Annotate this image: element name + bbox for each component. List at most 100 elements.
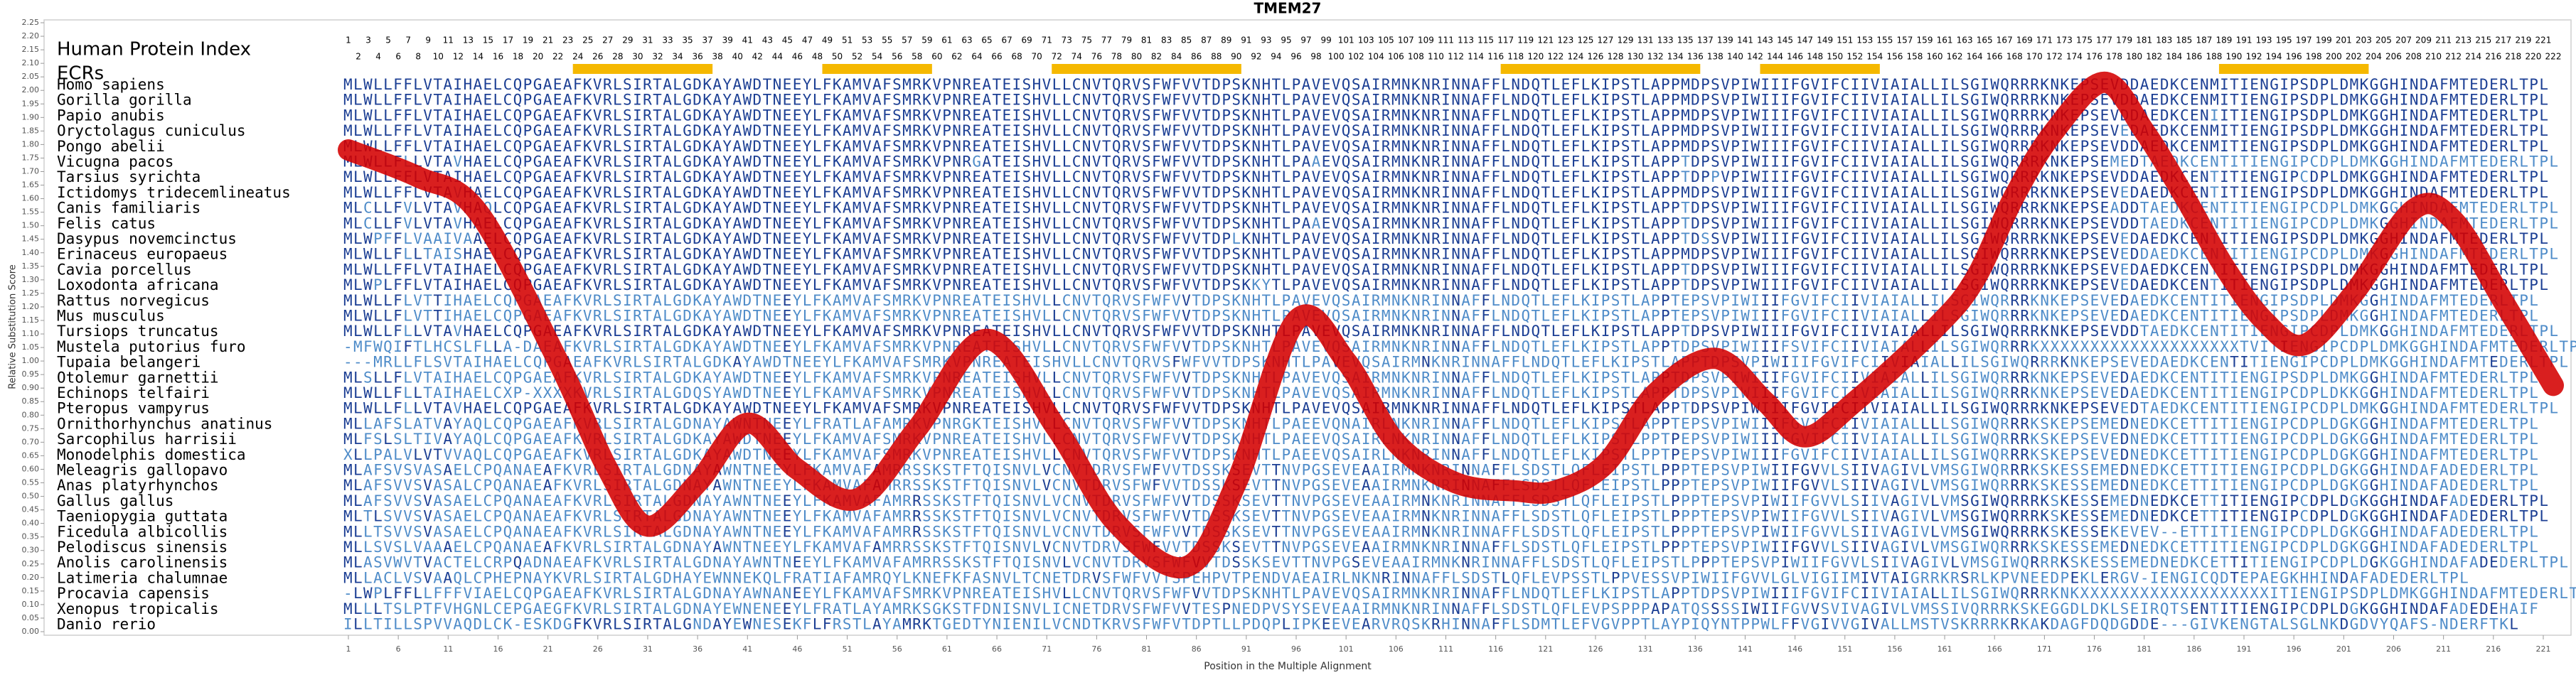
residue-run: ASALCPQANAE: [433, 477, 542, 494]
score-curve: [338, 71, 2564, 578]
residue-run: CNVTQRVSFWFV: [1062, 369, 1181, 386]
residue-run: LL: [1920, 415, 1940, 432]
residue-run: MLWLLFFLVTAIHAELCQPGAEAFKVRLSIRTALGDKAYA…: [343, 168, 1680, 185]
residue-run: TEPSVPIWI: [1671, 415, 1760, 432]
residue-run: EYLFKAMVAFAMRRSSKSTFTQISNV: [803, 554, 1062, 571]
residue-run: LCNVTQRVSFWF: [1072, 585, 1191, 602]
residue-run: P: [1671, 508, 1680, 525]
residue-run: HINDAFMTEDERLTPL: [2380, 415, 2538, 432]
residue-run: G: [2380, 153, 2389, 171]
residue-run: N: [1451, 415, 1460, 432]
residue-run: L: [1920, 292, 1930, 309]
residue-run: AF: [1461, 431, 1480, 448]
residue-run: DD: [2120, 200, 2139, 217]
residue-run: P: [1611, 569, 1620, 586]
residue-run: P: [1671, 431, 1680, 448]
residue-run: TNVPGSEVEAAIRM: [1282, 523, 1421, 540]
residue-run: G: [2370, 477, 2379, 494]
index-number: 47: [802, 36, 813, 45]
y-tick-label: 2.00: [22, 85, 40, 94]
index-number: 116: [1487, 52, 1504, 62]
residue-run: TI: [2230, 554, 2249, 571]
residue-run: HI: [1441, 616, 1460, 633]
residue-run: YLFKAMVAFSMRKVPNREATEISHVL: [793, 446, 1052, 463]
index-number: 137: [1697, 36, 1714, 45]
residue-run: L: [363, 600, 373, 617]
residue-run: AF: [1461, 338, 1480, 355]
index-number: 117: [1497, 36, 1514, 45]
residue-run: W: [1770, 508, 1780, 525]
index-number: 104: [1368, 52, 1384, 62]
residue-run: P: [1661, 292, 1670, 309]
residue-run: G: [2370, 446, 2379, 463]
x-tick-label: 156: [1887, 644, 1902, 654]
y-tick-label: 1.45: [22, 234, 40, 244]
residue-run: LNDQTLEFLKIPSTLPPT: [1491, 431, 1670, 448]
residue-run: TLPAVEVQSAIRMNKNRINNAFFLNDQTLEFLKIPSTLAP…: [1272, 276, 1680, 293]
x-tick-label: 26: [593, 644, 603, 654]
residue-run: A: [1891, 508, 1900, 525]
index-number: 180: [2126, 52, 2142, 62]
x-tick-label: 186: [2186, 644, 2201, 654]
residue-run: DERLTPL: [2499, 554, 2568, 571]
plot-frame: [43, 19, 2572, 636]
residue-run: II: [1760, 446, 1780, 463]
residue-run: DAGFDQDG: [2050, 616, 2129, 633]
residue-run: S: [363, 369, 373, 386]
residue-run: R: [2030, 554, 2039, 571]
index-number: 208: [2405, 52, 2422, 62]
residue-run: ME: [2110, 508, 2129, 525]
residue-run: L: [1950, 354, 1960, 371]
residue-run: L: [1950, 554, 1960, 571]
index-number: 115: [1477, 36, 1494, 45]
index-number: 211: [2435, 36, 2452, 45]
index-number: 52: [852, 52, 862, 62]
residue-run: A: [433, 569, 442, 586]
species-name: Tarsius syrichta: [57, 168, 201, 185]
index-number: 105: [1378, 36, 1394, 45]
residue-run: T: [433, 292, 442, 309]
index-number: 135: [1677, 36, 1694, 45]
index-number: 10: [433, 52, 444, 62]
residue-run: VLS: [1821, 462, 1850, 479]
residue-run: E: [2120, 230, 2129, 247]
residue-run: E: [2100, 569, 2110, 586]
x-tick-label: 96: [1291, 644, 1301, 654]
index-number: 41: [742, 36, 753, 45]
residue-run: ASAELCPQANAEAFKVRLSIRTALGDNAYAWNTNE: [433, 492, 781, 509]
index-number: 70: [1032, 52, 1042, 62]
residue-run: A: [2110, 200, 2120, 217]
residue-run: I: [343, 616, 353, 633]
index-number: 112: [1448, 52, 1464, 62]
residue-run: MLWLLFFLVTAIHAELCQPGAEAFKVRLSIRTALGDKAYA…: [343, 122, 2120, 139]
index-number: 133: [1657, 36, 1674, 45]
residue-run: MLWLLF: [343, 292, 402, 309]
residue-run: TAEDKCENTITIENGIPCDPLDMK: [2140, 153, 2379, 171]
index-number: 71: [1042, 36, 1052, 45]
residue-run: L: [1930, 492, 1940, 509]
residue-run: MLWLLFFLVTAIHAELCQPGAEAFKVRLSIRTALGDKAYA…: [343, 107, 2209, 124]
index-number: 187: [2196, 36, 2212, 45]
x-tick-label: 211: [2436, 644, 2451, 654]
residue-run: ELCPQANAE: [453, 462, 542, 479]
residue-run: NEDKCETTITIENGIPCDPLDGKG: [2130, 415, 2369, 432]
x-axis-label: Position in the Multiple Alignment: [1204, 661, 1372, 672]
residue-run: G: [2380, 400, 2389, 417]
residue-run: A: [1362, 539, 1371, 556]
residue-run: I: [1851, 431, 1860, 448]
x-tick-label: 51: [843, 644, 853, 654]
residue-run: A: [712, 539, 722, 556]
residue-run: N: [1461, 554, 1470, 571]
residue-run: NA: [1471, 462, 1490, 479]
index-number: 166: [1987, 52, 2003, 62]
species-name: Felis catus: [57, 215, 156, 232]
residue-run: D: [2340, 616, 2349, 633]
residue-run: KNKEPSEVE: [2030, 308, 2119, 325]
residue-run: LVT: [403, 308, 432, 325]
y-tick-label: 1.65: [22, 180, 40, 190]
index-number: 156: [1886, 52, 1903, 62]
index-number: 15: [483, 36, 493, 45]
y-axis-label: Relative Substitution Score: [8, 264, 18, 389]
index-number: 182: [2146, 52, 2162, 62]
residue-run: V: [1042, 477, 1052, 494]
